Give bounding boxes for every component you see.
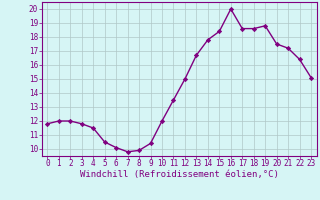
X-axis label: Windchill (Refroidissement éolien,°C): Windchill (Refroidissement éolien,°C) [80, 170, 279, 179]
